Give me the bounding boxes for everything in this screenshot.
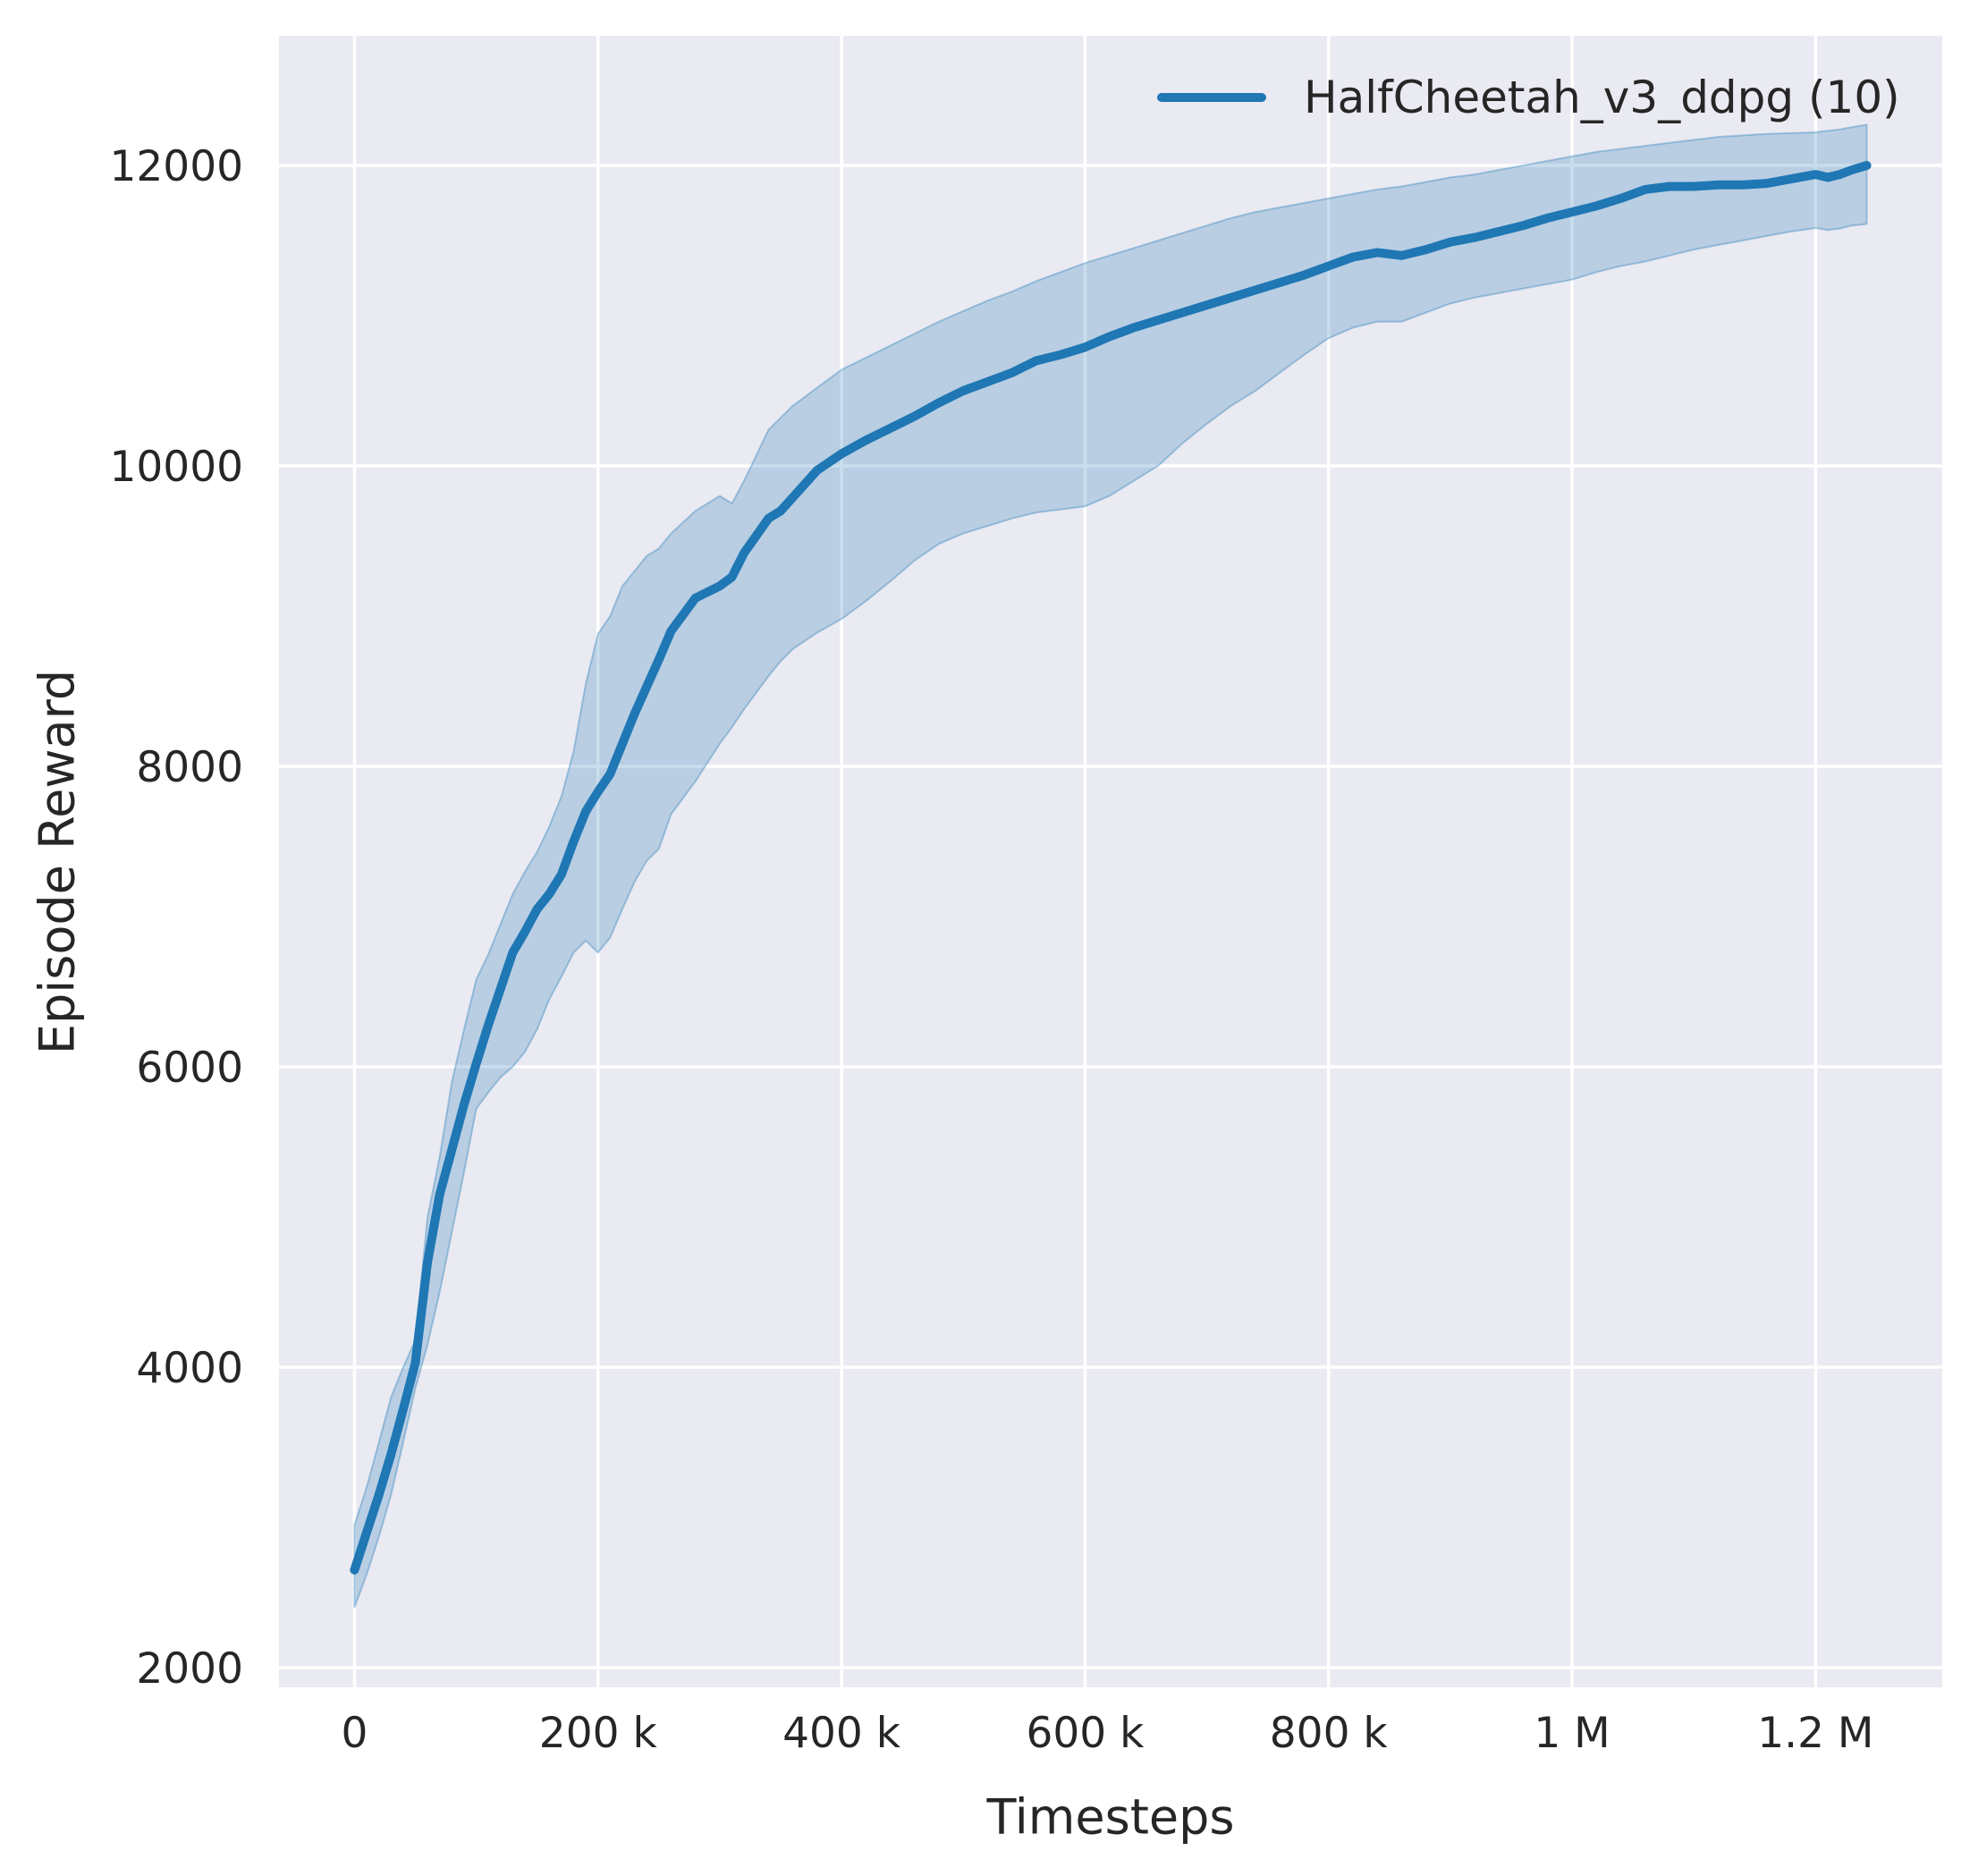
- y-tick-label: 6000: [136, 1044, 243, 1093]
- x-tick-label: 400 k: [782, 1709, 901, 1758]
- legend: HalfCheetah_v3_ddpg (10): [1157, 75, 1900, 120]
- x-tick-label: 1.2 M: [1757, 1709, 1873, 1758]
- plot-background: [279, 36, 1942, 1687]
- confidence-band: [353, 123, 1868, 1609]
- x-tick-label: 1 M: [1534, 1709, 1610, 1758]
- x-axis-label: Timesteps: [986, 1788, 1235, 1846]
- y-tick-label: 8000: [136, 743, 243, 792]
- x-tick-label: 600 k: [1026, 1709, 1145, 1758]
- x-tick-label: 200 k: [539, 1709, 658, 1758]
- y-tick-label: 10000: [109, 443, 243, 492]
- y-tick-label: 2000: [136, 1644, 243, 1694]
- mean-line: [350, 161, 1872, 1575]
- y-axis-label: Episode Reward: [29, 669, 86, 1055]
- legend-label: HalfCheetah_v3_ddpg (10): [1304, 72, 1900, 123]
- x-tick-label: 0: [341, 1709, 368, 1758]
- x-tick-label: 800 k: [1270, 1709, 1389, 1758]
- y-tick-label: 4000: [136, 1344, 243, 1393]
- legend-line-swatch: [1157, 93, 1266, 102]
- y-tick-label: 12000: [109, 142, 243, 191]
